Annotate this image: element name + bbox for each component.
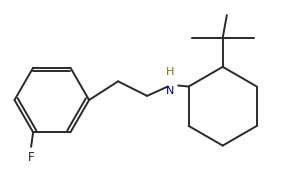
Text: N: N xyxy=(166,86,174,95)
Text: H: H xyxy=(166,67,174,77)
Text: F: F xyxy=(28,151,34,164)
